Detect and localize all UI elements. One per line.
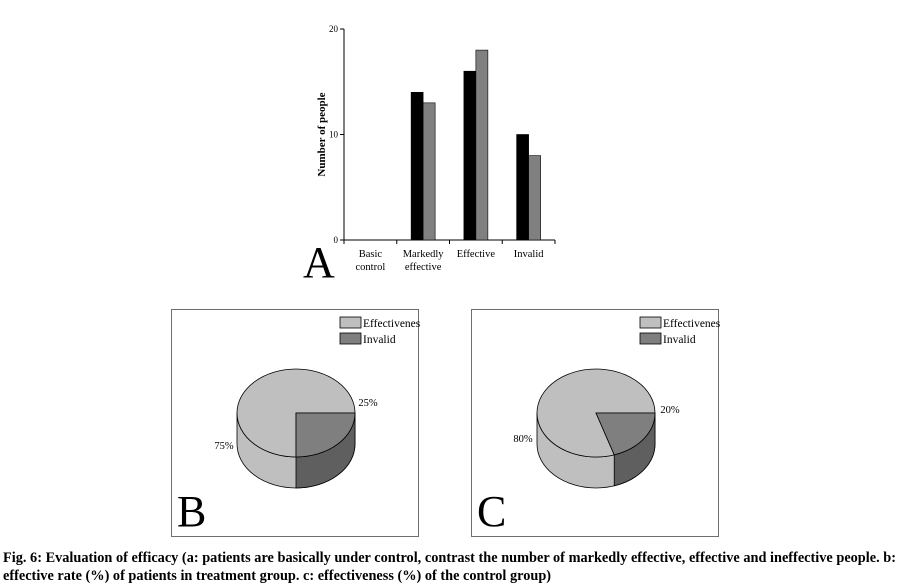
bar-control [528,155,541,241]
legend-label-invalid: Invalid [663,334,696,346]
bar-treatment [410,92,424,241]
pie-value-label-invalid: 20% [660,405,680,416]
pie-value-label-effectiveness: 80% [513,434,533,445]
pie-chart-c: Effectiveness Invalid 80% 20% [513,316,720,489]
legend-label-effectiveness: Effectiveness [663,318,720,330]
panel-label-b: B [177,487,207,536]
bar-treatment [516,134,529,241]
x-tick-label: Basic [359,249,383,260]
bar-control [475,49,489,241]
figure-caption: Fig. 6: Evaluation of efficacy (a: patie… [3,550,896,584]
x-tick-label: Markedly [403,249,445,260]
panel-label-c: C [477,487,507,536]
pie-chart-b: Effectiveness Invalid 75% 25% [214,316,420,489]
pie-panel-c: Effectiveness Invalid 80% 20% C [471,309,720,537]
x-tick-label: effective [405,262,442,273]
legend-label-invalid: Invalid [363,334,396,346]
pie-panel-b: Effectiveness Invalid 75% 25% B [171,309,420,537]
x-tick-label: Invalid [514,249,544,260]
pie-value-label-invalid: 25% [358,398,378,409]
pie-slice-invalid [295,412,356,458]
panel-label-a: A [303,238,335,286]
bar-control [422,102,436,241]
legend-swatch-effectiveness [639,316,662,329]
pie-value-label-effectiveness: 75% [214,441,234,452]
bar-treatment [463,70,477,241]
pie-slice-effectiveness [536,368,656,458]
x-tick-label: control [356,262,386,273]
x-tick-label: Effective [457,249,496,260]
legend-swatch-invalid [639,332,662,345]
pie-slice-invalid [595,412,656,456]
legend-swatch-invalid [339,332,362,345]
bar-chart-a: 0 10 20 Number of people Basic control Markedl… [303,24,556,286]
y-tick-label: 20 [329,24,339,34]
legend-label-effectiveness: Effectiveness [363,318,420,330]
pie-slice-effectiveness [236,368,356,458]
legend-swatch-effectiveness [339,316,362,329]
y-axis-label: Number of people [316,92,328,176]
y-tick-label: 10 [329,130,339,140]
y-tick-label: 0 [334,235,339,245]
